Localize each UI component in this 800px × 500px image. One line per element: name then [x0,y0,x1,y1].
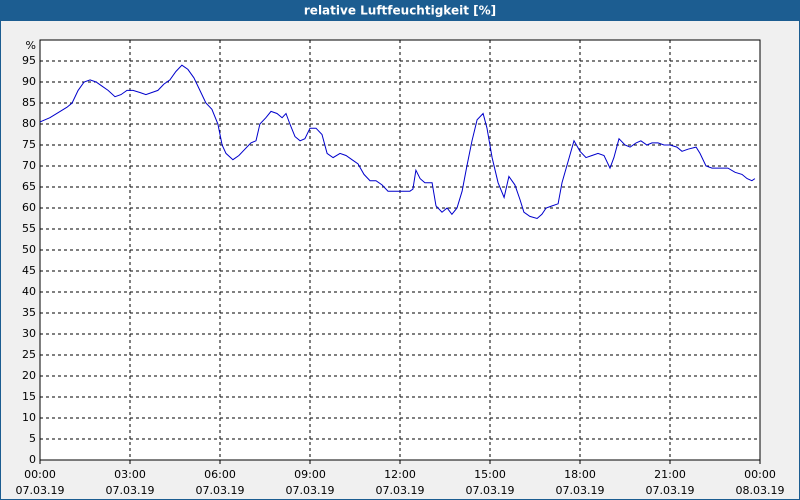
chart-title: relative Luftfeuchtigkeit [%] [304,4,496,18]
x-tick-label: 21:00 [654,468,686,481]
y-tick-label: 10 [22,411,36,424]
x-tick-date: 07.03.19 [556,484,605,497]
x-tick-label: 03:00 [114,468,146,481]
x-tick-label: 06:00 [204,468,236,481]
x-tick-date: 08.03.19 [736,484,785,497]
x-tick-date: 07.03.19 [646,484,695,497]
y-tick-label: 35 [22,306,36,319]
x-tick-date: 07.03.19 [286,484,335,497]
y-tick-label: 55 [22,222,36,235]
y-tick-label: 30 [22,327,36,340]
y-tick-label: 15 [22,390,36,403]
x-tick-date: 07.03.19 [376,484,425,497]
x-tick-label: 09:00 [294,468,326,481]
y-tick-label: 25 [22,348,36,361]
y-tick-label: 90 [22,75,36,88]
x-tick-date: 07.03.19 [196,484,245,497]
x-tick-label: 18:00 [564,468,596,481]
y-tick-label: 70 [22,159,36,172]
y-tick-label: 40 [22,285,36,298]
y-tick-label: 85 [22,96,36,109]
x-tick-date: 07.03.19 [106,484,155,497]
x-tick-label: 00:00 [744,468,776,481]
y-tick-label: 60 [22,201,36,214]
x-tick-label: 12:00 [384,468,416,481]
plot-border [39,39,761,461]
y-tick-label: 75 [22,138,36,151]
title-bar [0,0,800,21]
y-tick-label: 45 [22,264,36,277]
y-tick-label: 95 [22,54,36,67]
y-tick-label: 0 [29,453,36,466]
y-axis-label: % [26,39,36,52]
x-tick-label: 00:00 [24,468,56,481]
x-tick-date: 07.03.19 [466,484,515,497]
x-tick-date: 07.03.19 [16,484,65,497]
y-tick-label: 20 [22,369,36,382]
data-line [39,64,756,220]
y-tick-label: 5 [29,432,36,445]
x-tick-label: 15:00 [474,468,506,481]
y-tick-label: 80 [22,117,36,130]
y-tick-label: 65 [22,180,36,193]
y-tick-label: 50 [22,243,36,256]
